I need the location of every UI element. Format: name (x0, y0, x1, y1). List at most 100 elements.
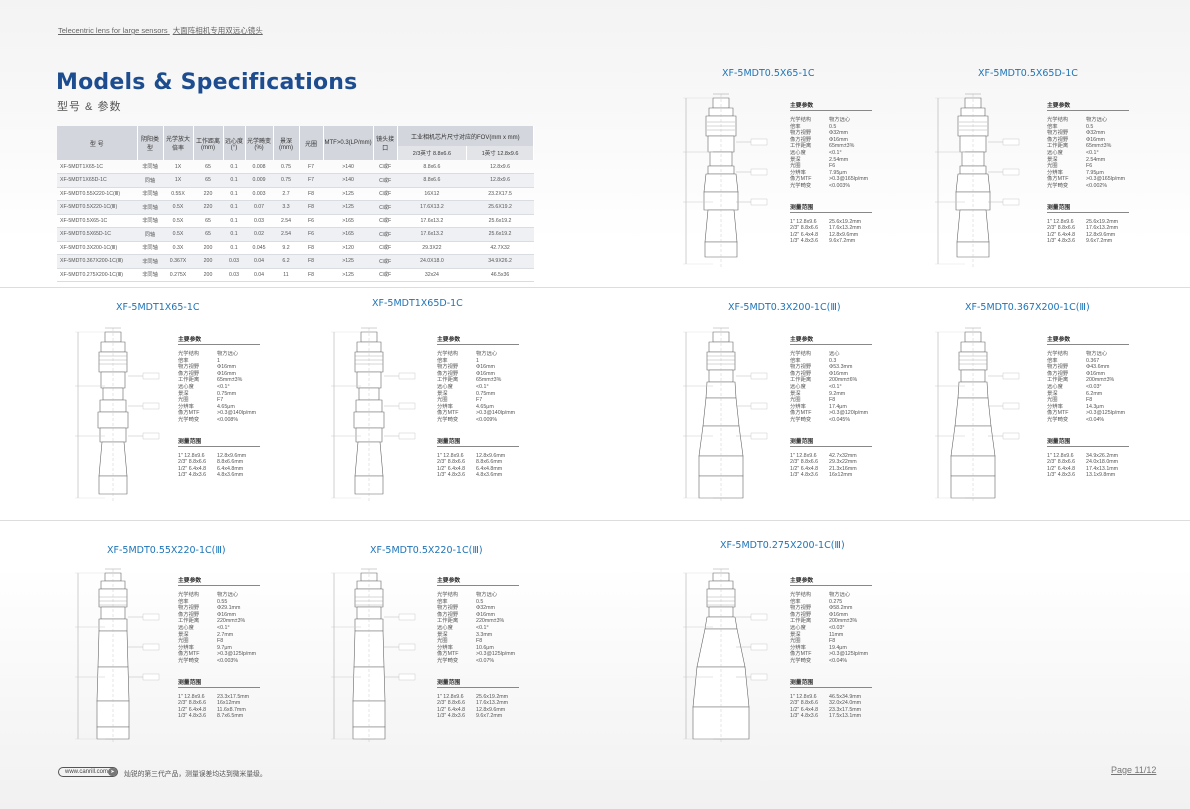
spec-key: 像方视野 (1047, 370, 1069, 377)
spec-key: 光圈 (437, 638, 448, 645)
spec-block: 主要参数 光学结构 物方远心 倍率 0.5 物方视野 Φ32mm 像方视野 Φ16mm 工作距离 6… (1047, 100, 1129, 245)
table-cell: 0.03 (223, 268, 245, 282)
spec-value: >0.3@165lp/mm (1086, 176, 1126, 183)
spec-key: 工作距离 (1047, 143, 1069, 150)
range-sensor: 2/3" 8.8x6.6 (437, 459, 466, 466)
spec-block: 主要参数 光学结构 物方远心 倍率 1 物方视野 Φ16mm 像方视野 Φ16mm 工作距离 65m… (178, 334, 260, 479)
header-link[interactable]: Telecentric lens for large sensors 大面阵相机… (58, 25, 263, 36)
table-cell: >125 (323, 254, 374, 269)
spec-heading: 主要参数 (1047, 334, 1129, 345)
lens-drawing (75, 327, 160, 502)
spec-value: 220mm±3% (476, 618, 505, 625)
spec-row: 光学畸变 <0.008% (178, 417, 260, 424)
spec-row: 倍率 0.5 (790, 124, 872, 131)
range-value: 8.8x6.6mm (476, 459, 503, 466)
table-cell: 12.8x9.6 (466, 173, 534, 188)
table-cell: XF-5MDT0.5X220-1C(Ⅲ) (57, 200, 137, 215)
table-cell: 25.6X19.2 (466, 200, 534, 215)
table-row: XF-5MDT0.367X200-1C(Ⅲ) 非同轴 0.367X 200 0.03 0.… (57, 254, 534, 269)
spec-row: 物方视野 Φ32mm (437, 605, 519, 612)
spec-row: 像方视野 Φ16mm (178, 612, 260, 619)
range-value: 8.7x6.5mm (217, 713, 244, 720)
range-sensor: 2/3" 8.8x6.6 (178, 700, 207, 707)
range-value: 11.6x8.7mm (217, 706, 246, 713)
range-value: 23.3x17.5mm (217, 693, 250, 700)
spec-row: 像方MTF >0.3@140lp/mm (178, 410, 260, 417)
spec-row: 光学结构 物方远心 (178, 351, 260, 358)
spec-row: 像方MTF >0.3@140lp/mm (437, 410, 519, 417)
table-cell: >140 (323, 173, 374, 188)
lens-diagram (918, 92, 1028, 272)
range-row: 2/3" 8.8x6.6 24.0x18.0mm (1047, 459, 1129, 466)
spec-heading: 主要参数 (437, 575, 519, 586)
range-value: 17.6x13.2mm (1086, 225, 1119, 232)
dimension-tag (142, 372, 160, 380)
range-row: 1/3" 4.8x3.6 9.6x7.2mm (790, 238, 872, 245)
dimension-tag (398, 643, 416, 651)
spec-row: 倍率 1 (178, 358, 260, 365)
spec-key: 物方视野 (790, 130, 812, 137)
spec-row: 景深 9.2mm (790, 391, 872, 398)
spec-value: 物方远心 (476, 351, 498, 357)
col-subheader: 2/3英寸 8.8x6.6 (397, 146, 468, 160)
range-heading: 测量范围 (790, 436, 872, 447)
spec-key: 光学结构 (790, 592, 812, 598)
table-row: XF-5MDT1X65-1C 非同轴 1X 65 0.1 0.008 0.75 F7 >140 C… (57, 160, 534, 174)
table-cell: F7 (299, 173, 323, 188)
table-cell: XF-5MDT0.5X65-1C (57, 214, 137, 228)
table-cell: 17.6x13.2 (397, 214, 467, 228)
table-cell: 非同轴 (137, 160, 163, 174)
spec-value: 7.95μm (829, 169, 847, 176)
range-sensor: 1" 12.8x9.6 (437, 693, 464, 700)
product-name: XF-5MDT1X65-1C (116, 302, 200, 313)
table-cell: F8 (299, 254, 323, 269)
spec-value: <0.008% (217, 416, 239, 423)
spec-value: 65mm±3% (1086, 143, 1112, 150)
range-sensor: 1/3" 4.8x3.6 (1047, 472, 1076, 479)
spec-value: 物方远心 (829, 117, 851, 123)
range-value: 21.3x16mm (829, 465, 857, 472)
lens-diagram (666, 567, 776, 747)
spec-row: 分辨率 17.4μm (790, 404, 872, 411)
range-heading: 测量范围 (1047, 202, 1129, 213)
spec-key: 景深 (437, 631, 448, 638)
spec-value: 远心 (829, 351, 840, 357)
table-cell: C或F (373, 254, 398, 269)
spec-value: <0.045% (829, 416, 851, 423)
spec-row: 分辨率 7.95μm (1047, 170, 1129, 177)
website-link[interactable]: www.canrill.com ➤ (58, 767, 118, 777)
spec-value: 9.2mm (829, 390, 846, 397)
spec-row: 远心度 <0.03° (1047, 384, 1129, 391)
spec-value: F8 (829, 638, 836, 645)
dimension-tag (398, 372, 416, 380)
page-title: Models & Specifications (56, 70, 358, 95)
table-cell: 29.3X22 (397, 241, 467, 255)
lens-segment (692, 706, 750, 740)
range-value: 25.6x19.2mm (829, 218, 862, 225)
lens-drawing (935, 327, 1020, 502)
range-row: 1/2" 6.4x4.8 17.4x13.1mm (1047, 466, 1129, 473)
spec-row: 光学畸变 <0.07% (437, 658, 519, 665)
spec-row: 分辨率 9.7μm (178, 645, 260, 652)
table-cell: 0.75 (273, 173, 299, 188)
range-row: 2/3" 8.8x6.6 17.6x13.2mm (437, 700, 519, 707)
spec-key: 分辨率 (790, 644, 806, 651)
spec-row: 光学畸变 <0.003% (790, 183, 872, 190)
table-cell: >125 (323, 200, 374, 215)
spec-key: 倍率 (178, 598, 189, 605)
spec-table: 型 号 阴阳类型 光学放大倍率 工作距离(mm) 远心度(°) 光学畸变(%) … (57, 126, 535, 282)
range-sensor: 1/2" 6.4x4.8 (790, 465, 819, 472)
spec-value: 0.5 (476, 598, 484, 605)
spec-value: Φ16mm (829, 136, 848, 143)
spec-heading: 主要参数 (437, 334, 519, 345)
page-number[interactable]: Page 11/12 (1111, 765, 1157, 775)
col-header: 景深(mm) (273, 126, 300, 160)
table-row: XF-5MDT1X65D-1C 同轴 1X 65 0.1 0.009 0.75 F7 >140 C… (57, 173, 534, 188)
range-sensor: 1/3" 4.8x3.6 (437, 713, 466, 720)
range-sensor: 1" 12.8x9.6 (790, 693, 817, 700)
table-cell: 0.02 (245, 227, 273, 242)
table-cell: 42.7X32 (466, 241, 534, 255)
range-row: 1/2" 6.4x4.8 6.4x4.8mm (437, 466, 519, 473)
spec-key: 光学畸变 (790, 182, 812, 189)
spec-row: 倍率 0.55 (178, 599, 260, 606)
